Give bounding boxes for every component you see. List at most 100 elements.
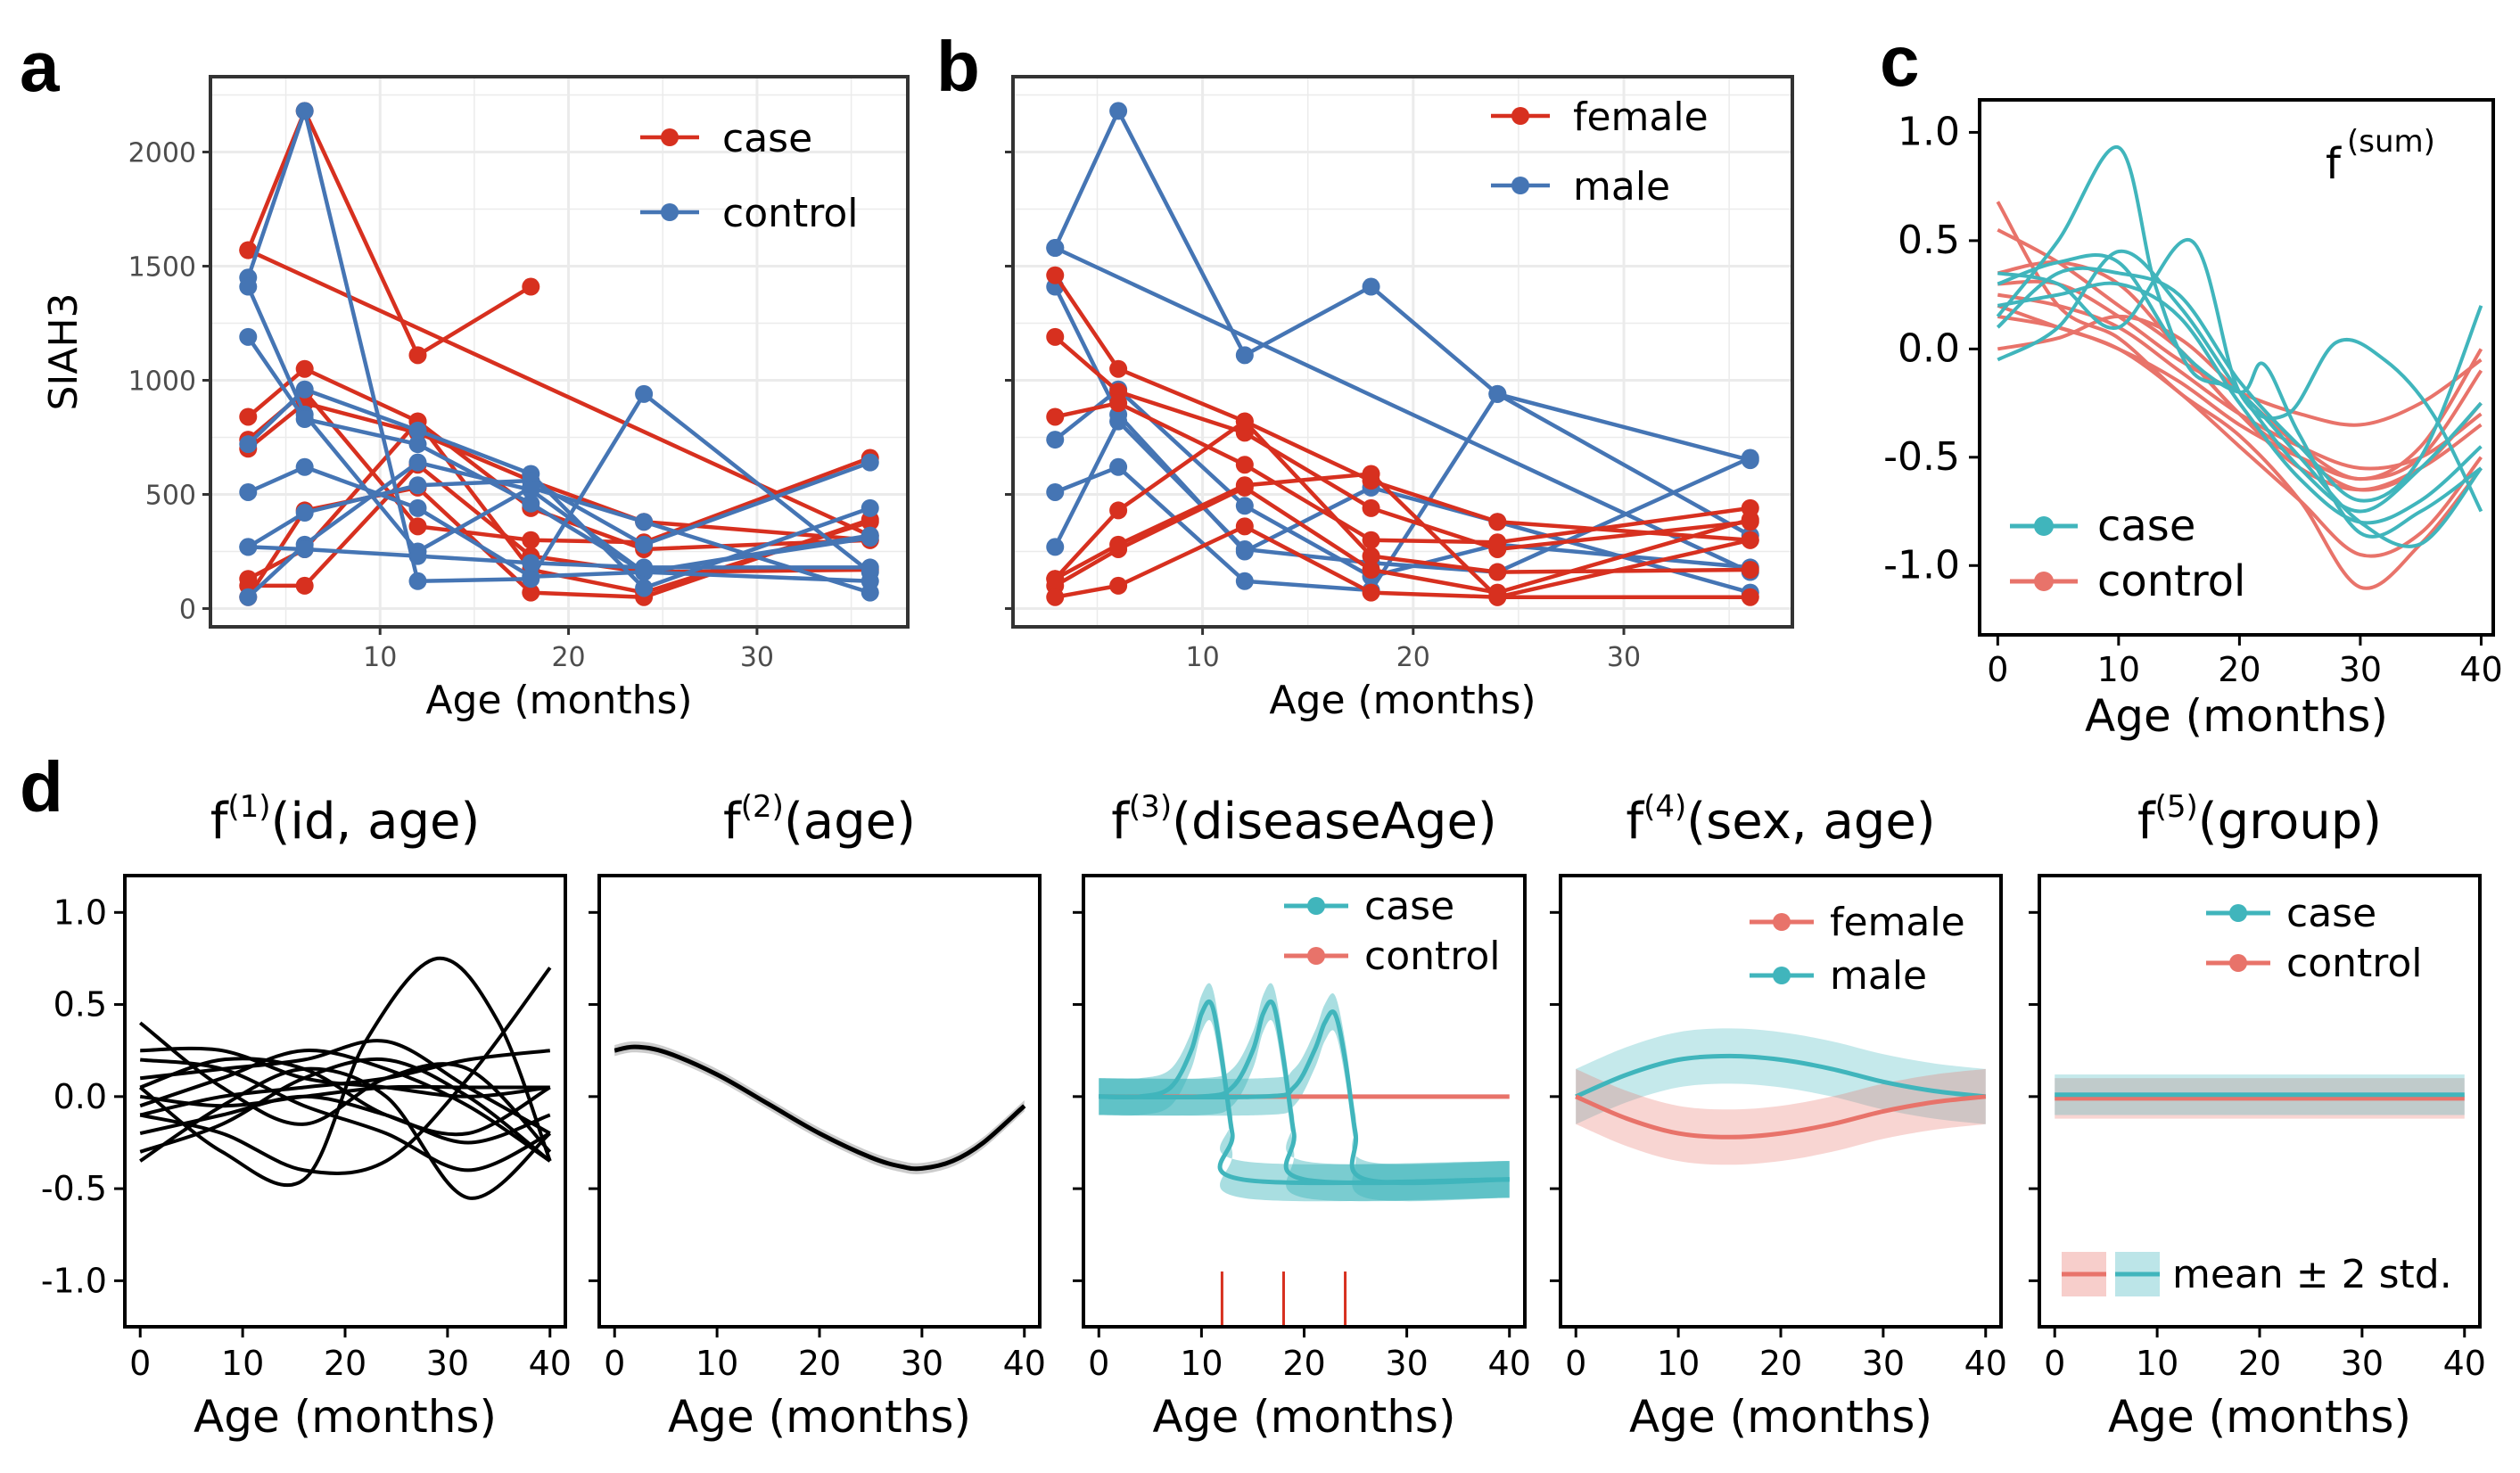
x-tick-label: 30	[426, 1344, 469, 1383]
y-tick-label: 0.0	[54, 1077, 107, 1116]
panel-d3: 0 10 20 30 40 Age (months) f(3)(diseaseAge) cas…	[1073, 789, 1531, 1443]
series-line-male	[1053, 285, 1751, 595]
data-point-control	[522, 554, 540, 572]
x-tick-label: 30	[740, 642, 774, 673]
x-tick-label: 10	[2136, 1344, 2178, 1383]
mean-curve-case	[1099, 999, 1510, 1186]
y-tick-label: 500	[145, 481, 196, 512]
x-tick-label: 10	[1657, 1344, 1700, 1383]
x-tick-label: 40	[1003, 1344, 1046, 1383]
panel-a: 10 20 30 0 500 1000 1500 2000 Age (months) SIAH3 c…	[41, 75, 910, 723]
data-point-female	[1362, 465, 1380, 483]
legend-label-female: female	[1573, 95, 1709, 140]
x-axis-label: Age (months)	[2085, 690, 2388, 742]
legend-key-point	[661, 203, 679, 221]
legend-key-point	[1307, 947, 1325, 965]
x-tick-label: 0	[604, 1344, 625, 1383]
legend-label-case: case	[722, 116, 812, 161]
x-tick-label: 30	[1607, 642, 1641, 673]
data-point-male	[1046, 482, 1065, 501]
mean-curve-male	[1575, 1053, 1987, 1099]
data-point-female	[1362, 531, 1380, 549]
x-tick-label: 40	[2443, 1344, 2486, 1383]
x-tick-label: 10	[1186, 642, 1220, 673]
panel-title: f(4)(sex, age)	[1626, 789, 1935, 851]
data-point-control	[239, 327, 258, 346]
x-axis-label: Age (months)	[1269, 678, 1536, 723]
data-point-female	[1109, 501, 1128, 520]
data-point-female	[1741, 531, 1759, 549]
legend-key-point	[661, 128, 679, 146]
data-point-female	[1488, 513, 1507, 531]
data-point-control	[861, 529, 879, 547]
series-line-female	[1054, 524, 1750, 599]
x-tick-label: 40	[529, 1344, 572, 1383]
data-point-control	[239, 538, 258, 556]
x-axis-label: Age (months)	[2108, 1391, 2411, 1443]
data-point-male	[1109, 457, 1128, 476]
series-curve-case	[1996, 266, 2483, 503]
data-point-male	[1235, 539, 1254, 558]
data-point-control	[295, 457, 314, 476]
confidence-band-female	[1576, 1068, 1986, 1165]
x-tick-label: 20	[1282, 1344, 1325, 1383]
series-curve	[139, 1066, 552, 1200]
x-tick-label: 0	[2044, 1344, 2065, 1383]
data-point-control	[239, 482, 258, 501]
x-tick-label: 10	[363, 642, 397, 673]
series-curve	[138, 956, 552, 1188]
plot-border	[597, 874, 1042, 1329]
data-point-case	[408, 517, 427, 536]
band-legend-label: mean ± 2 std.	[2172, 1252, 2452, 1297]
legend-key-point	[1511, 177, 1529, 194]
legend-key-point	[1511, 107, 1529, 125]
series-line-case	[246, 109, 532, 358]
data-point-control	[861, 453, 879, 472]
data-point-male	[1046, 239, 1065, 258]
data-point-control	[408, 547, 427, 565]
series-curve	[139, 1057, 552, 1163]
series-curve	[139, 1049, 551, 1163]
data-point-female	[1235, 517, 1254, 536]
x-tick-label: 40	[1964, 1344, 2007, 1383]
gridlines	[210, 77, 908, 627]
mean-curve-case	[1099, 999, 1510, 1186]
mean-curve-case	[1099, 1009, 1510, 1186]
data-point-control	[861, 558, 879, 577]
y-tick-label: 0.5	[1898, 218, 1960, 263]
data-point-male	[1109, 102, 1128, 120]
x-tick-label: 40	[1488, 1344, 1531, 1383]
data-point-control	[295, 380, 314, 399]
data-point-female	[1046, 327, 1065, 346]
data-point-control	[408, 421, 427, 440]
legend-label-case: case	[1364, 884, 1454, 929]
legend-key-point	[1773, 913, 1791, 931]
data-point-female	[1109, 359, 1128, 378]
x-axis-label: Age (months)	[668, 1391, 971, 1443]
data-point-case	[522, 277, 540, 296]
mean-curve-female	[1575, 1094, 1987, 1140]
data-point-female	[1109, 535, 1128, 554]
data-point-female	[1235, 476, 1254, 495]
panel-title: f(2)(age)	[723, 789, 916, 851]
data-point-female	[1488, 533, 1507, 552]
y-tick-label: 0.0	[1898, 325, 1960, 371]
data-point-male	[1235, 572, 1254, 590]
data-point-control	[635, 384, 654, 403]
data-point-control	[635, 579, 654, 597]
panel-labels: a b c d	[20, 21, 1920, 827]
series-line-female	[1054, 400, 1751, 545]
data-point-male	[1741, 448, 1759, 467]
data-point-case	[239, 241, 258, 259]
x-tick-label: 20	[2238, 1344, 2281, 1383]
data-point-control	[295, 102, 314, 120]
y-tick-label: 1.0	[1898, 109, 1960, 154]
legend-label-control: control	[2097, 556, 2245, 606]
data-point-female	[1488, 588, 1507, 606]
panel-d2: 0 10 20 30 40 Age (months) f(2)(age)	[589, 789, 1046, 1443]
data-point-control	[295, 410, 314, 429]
annotation-sup: (sum)	[2347, 124, 2435, 160]
data-point-control	[408, 476, 427, 495]
x-tick-label: 0	[1088, 1344, 1109, 1383]
y-tick-label: 1.0	[54, 893, 107, 932]
